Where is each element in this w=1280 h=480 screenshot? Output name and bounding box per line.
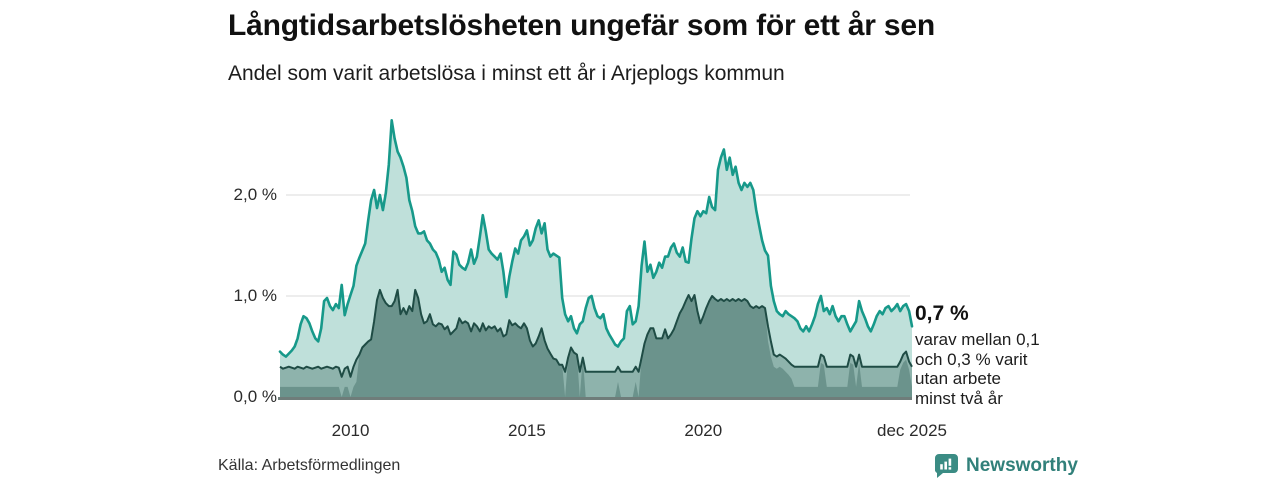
y-axis-label: 1,0 % [233,286,277,305]
area-2yr-lower-bound [280,289,912,397]
annotation-line: och 0,3 % varit [915,349,1028,369]
x-axis-label: 2015 [507,421,546,440]
newsworthy-logo-text: Newsworthy [966,454,1078,476]
y-axis-label: 0,0 % [233,387,277,406]
end-value: 0,7 % [915,302,969,325]
x-axis-label: 2010 [331,421,370,440]
area-total-1yr [280,120,912,398]
annotation-line: varav mellan 0,1 [915,330,1040,350]
end-value-annotation: 0,7 % varav mellan 0,1 och 0,3 % varit u… [915,302,1065,410]
x-axis-label: dec 2025 [877,421,947,440]
annotation-line: minst två år [915,389,1003,409]
y-axis-label: 2,0 % [233,185,277,204]
page-subtitle: Andel som varit arbetslösa i minst ett å… [228,62,785,85]
newsworthy-chart-bubble-icon [934,454,958,478]
area-2yr-upper-bound [280,289,912,397]
page-title: Långtidsarbetslösheten ungefär som för e… [228,9,936,42]
line-2yr-upper-bound [279,288,913,378]
source-credit: Källa: Arbetsförmedlingen [218,457,401,474]
x-axis-label: 2020 [684,421,723,440]
newsworthy-logo: Newsworthy [934,453,1078,478]
line-total-1yr [278,119,914,358]
annotation-line: utan arbete [915,369,1002,389]
